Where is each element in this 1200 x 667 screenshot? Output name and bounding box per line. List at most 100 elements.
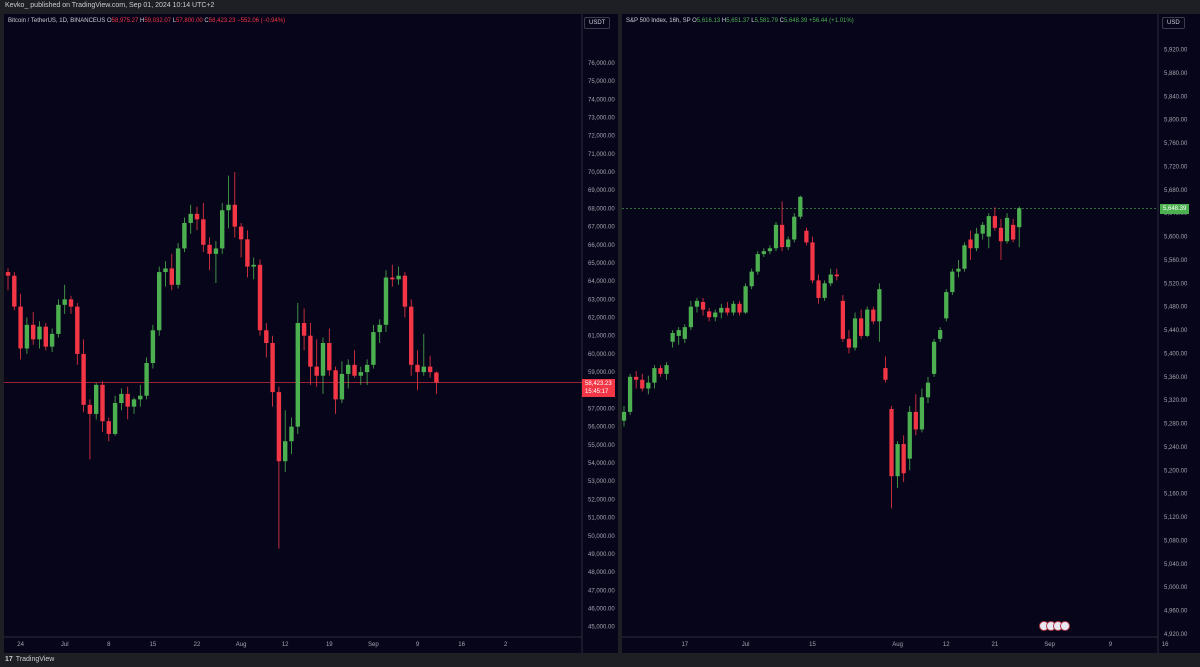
x-tick-label: 12 (943, 642, 950, 648)
candle-body (62, 299, 67, 305)
candle-body (24, 324, 30, 349)
candle-body (889, 408, 894, 477)
spx-chart[interactable]: 4,920.00 4,960.00 5,000.00 5,040.00 5,080.00… (622, 14, 1200, 653)
candle-body (43, 326, 49, 347)
candle-body (719, 307, 724, 313)
btc-close: 58,423.23 (208, 18, 236, 24)
x-tick-label: Sep (1044, 642, 1055, 648)
candle-body (1004, 217, 1010, 242)
candle-body (1017, 208, 1022, 228)
spx-high-label: H (721, 18, 727, 24)
spx-open: 5,616.13 (696, 18, 721, 24)
candle-body (895, 444, 900, 477)
y-tick-label: 72,000.00 (588, 134, 615, 140)
y-tick-label: 66,000.00 (588, 243, 615, 249)
tradingview-logo[interactable]: 17 TradingView (5, 656, 54, 663)
tradingview-mark: 17 (5, 656, 13, 663)
candle-body (12, 275, 17, 307)
y-tick-label: 5,480.00 (1164, 305, 1188, 311)
candle-body (427, 366, 433, 373)
y-tick-label: 60,000.00 (588, 352, 615, 358)
candle-body (816, 280, 821, 298)
spx-last-price: 5,648.39 (1163, 206, 1187, 213)
event-icons[interactable] (1039, 621, 1070, 631)
y-tick-label: 5,840.00 (1164, 94, 1188, 100)
candle-body (37, 326, 42, 340)
btc-last-price: 58,423.23 (585, 380, 612, 387)
btc-currency-button[interactable]: USDT (584, 17, 611, 29)
spx-last-price-label: 5,648.39 (1160, 204, 1190, 215)
x-tick-label: Aug (236, 642, 247, 648)
candle-body (676, 330, 681, 336)
btc-high-label: H (139, 18, 145, 24)
candle-body (913, 411, 918, 430)
candle-body (779, 224, 785, 248)
candle-body (18, 306, 23, 349)
y-tick-label: 5,360.00 (1164, 375, 1188, 381)
candle-body (169, 268, 175, 285)
footer: 17 TradingView (0, 653, 1200, 667)
candle-body (434, 372, 439, 383)
spx-close: 5,648.39 (783, 18, 808, 24)
candle-body (390, 277, 395, 280)
x-tick-label: Jul (742, 642, 750, 648)
btc-low-label: L (172, 18, 177, 24)
y-tick-label: 5,160.00 (1164, 492, 1188, 498)
candle-body (56, 304, 61, 334)
y-tick-label: 5,880.00 (1164, 71, 1188, 77)
candle-body (238, 226, 244, 240)
y-tick-label: 4,960.00 (1164, 609, 1188, 615)
candle-body (182, 222, 187, 249)
x-tick-label: 16 (1162, 642, 1169, 648)
candle-body (156, 272, 162, 331)
candle-body (301, 322, 307, 336)
candle-body (270, 343, 275, 393)
y-tick-label: 74,000.00 (588, 97, 615, 103)
x-tick-label: 19 (326, 642, 333, 648)
spx-chart-pane[interactable]: 4,920.00 4,960.00 5,000.00 5,040.00 5,080.00… (622, 14, 1200, 653)
candle-body (352, 364, 357, 376)
y-tick-label: 5,440.00 (1164, 328, 1188, 334)
candle-body (822, 283, 827, 298)
candle-body (627, 376, 633, 412)
y-tick-label: 54,000.00 (588, 461, 615, 467)
y-tick-label: 52,000.00 (588, 497, 615, 503)
event-flag-icon[interactable] (1060, 621, 1070, 631)
candle-body (944, 292, 949, 319)
candle-body (682, 327, 687, 339)
candle-body (858, 318, 864, 336)
candle-body (852, 318, 858, 348)
y-tick-label: 5,320.00 (1164, 398, 1188, 404)
y-tick-label: 56,000.00 (588, 425, 615, 431)
btc-title: Bitcoin / TetherUS, 1D, BINANCEUS (8, 18, 106, 24)
candle-body (81, 353, 86, 405)
candle-body (713, 312, 718, 318)
y-tick-label: 5,280.00 (1164, 422, 1188, 428)
x-tick-label: 21 (992, 642, 999, 648)
y-tick-label: 47,000.00 (588, 588, 615, 594)
candle-body (295, 322, 301, 427)
candle-body (846, 338, 852, 348)
candle-body (131, 399, 137, 407)
candle-body (320, 343, 326, 376)
candle-body (339, 373, 345, 400)
candle-body (100, 384, 105, 422)
y-tick-label: 5,080.00 (1164, 538, 1188, 544)
candle-body (219, 210, 225, 249)
x-tick-label: 15 (809, 642, 816, 648)
spx-currency-button[interactable]: USD (1162, 17, 1185, 29)
y-tick-label: 53,000.00 (588, 479, 615, 485)
candle-body (786, 239, 791, 248)
y-tick-label: 46,000.00 (588, 607, 615, 613)
candle-body (5, 272, 11, 276)
btc-chart-pane[interactable]: 45,000.00 46,000.00 47,000.00 48,000.00 49,0… (4, 14, 618, 653)
y-tick-label: 5,720.00 (1164, 164, 1188, 170)
x-tick-label: 9 (416, 642, 420, 648)
y-tick-label: 5,240.00 (1164, 445, 1188, 451)
candle-body (175, 248, 181, 285)
candle-body (792, 216, 797, 240)
btc-countdown: 15:45:17 (585, 388, 609, 395)
btc-high: 59,032.07 (144, 18, 172, 24)
btc-chart[interactable]: 45,000.00 46,000.00 47,000.00 48,000.00 49,0… (4, 14, 618, 653)
candle-body (743, 286, 748, 313)
